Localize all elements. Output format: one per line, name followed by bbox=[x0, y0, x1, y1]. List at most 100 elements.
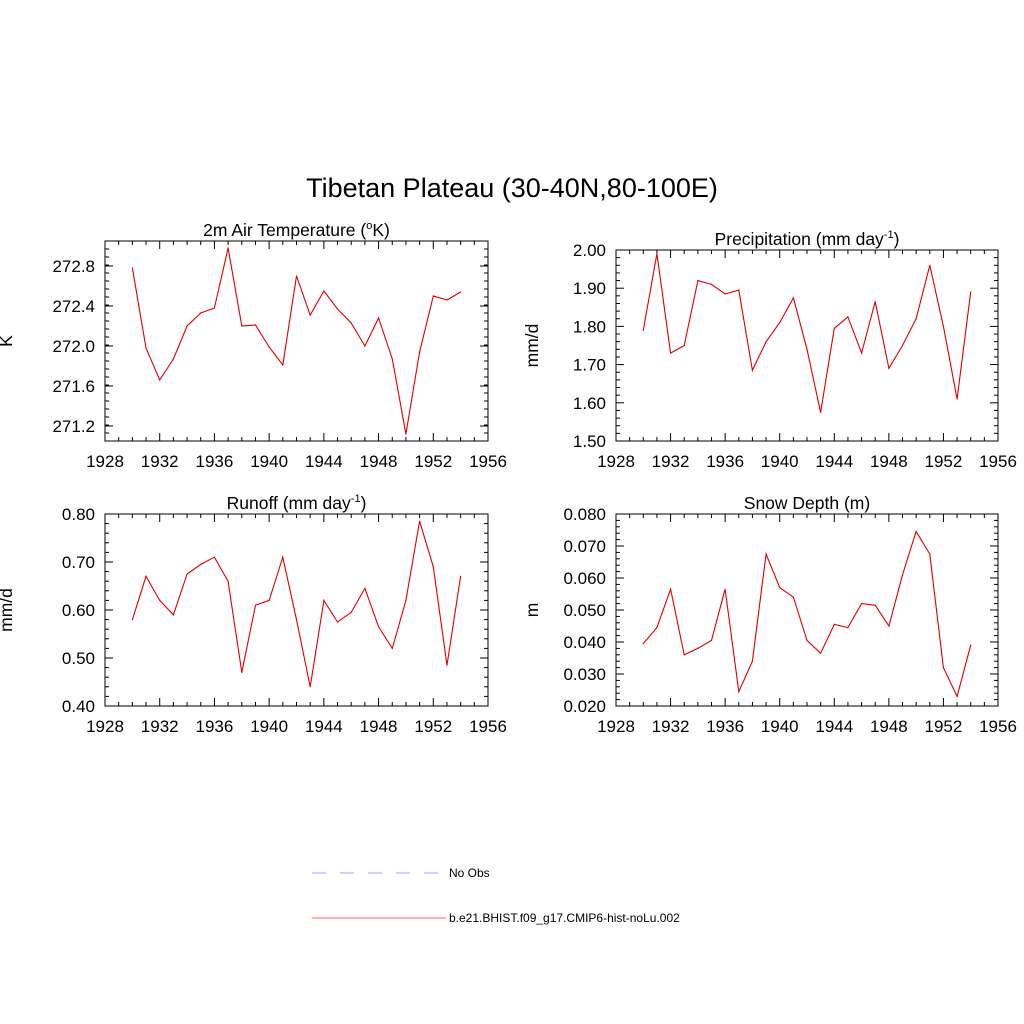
data-point bbox=[432, 295, 434, 297]
data-point bbox=[131, 267, 133, 269]
x-tick-label: 1928 bbox=[597, 717, 635, 736]
y-tick-label: 272.0 bbox=[52, 337, 95, 356]
y-tick-label: 272.4 bbox=[52, 297, 95, 316]
x-tick-label: 1928 bbox=[86, 452, 124, 471]
data-point bbox=[656, 627, 658, 629]
panel-title-text: Precipitation (mm day bbox=[715, 229, 884, 249]
data-point bbox=[432, 566, 434, 568]
data-point bbox=[336, 621, 339, 623]
x-tick-label: 1932 bbox=[141, 452, 179, 471]
data-point bbox=[683, 344, 685, 347]
data-point bbox=[323, 599, 325, 602]
data-point bbox=[364, 345, 366, 347]
plot-frame bbox=[615, 513, 999, 707]
data-point bbox=[419, 351, 421, 353]
data-point bbox=[460, 575, 462, 578]
data-point bbox=[929, 553, 931, 555]
x-tick-label: 1948 bbox=[870, 717, 908, 736]
data-point bbox=[792, 297, 795, 299]
data-point bbox=[309, 314, 311, 316]
data-point bbox=[683, 654, 685, 656]
panels: 2m Air Temperature (oK) K 1928 1932 1936 1940… bbox=[0, 220, 1017, 736]
figure-title: Tibetan Plateau (30-40N,80-100E) bbox=[306, 173, 718, 203]
panel-title-text: Runoff (mm day bbox=[227, 493, 351, 513]
data-point bbox=[446, 664, 448, 666]
data-point bbox=[186, 325, 188, 327]
data-point bbox=[656, 253, 658, 255]
data-point bbox=[295, 619, 298, 621]
data-point bbox=[765, 341, 767, 343]
data-point bbox=[929, 264, 931, 266]
data-point bbox=[751, 369, 754, 371]
data-point bbox=[738, 289, 740, 291]
x-tick-label: 1952 bbox=[925, 717, 963, 736]
data-point bbox=[295, 275, 298, 277]
x-tick-label: 1948 bbox=[360, 452, 398, 471]
data-point bbox=[323, 290, 325, 292]
data-point bbox=[254, 324, 257, 326]
y-tick-label: 0.020 bbox=[563, 697, 606, 716]
x-tick-label: 1944 bbox=[815, 452, 853, 471]
data-point bbox=[446, 299, 448, 301]
data-point bbox=[970, 644, 972, 646]
series-line bbox=[642, 530, 972, 698]
y-tick-label: 1.90 bbox=[573, 279, 606, 298]
data-point bbox=[336, 308, 339, 310]
x-tick-label: 1944 bbox=[815, 717, 853, 736]
y-tick-label: 1.50 bbox=[573, 432, 606, 451]
plot-frame bbox=[615, 249, 999, 442]
panel-precipitation: Precipitation (mm day-1) mm/d 1928 1932 1936… bbox=[522, 229, 1017, 471]
data-point bbox=[391, 647, 393, 650]
data-point bbox=[942, 667, 945, 669]
data-point bbox=[200, 312, 202, 314]
x-tick-label: 1948 bbox=[360, 717, 398, 736]
panel-title-superscript: -1 bbox=[884, 229, 894, 241]
data-point bbox=[792, 596, 795, 598]
data-point bbox=[642, 329, 644, 331]
data-point bbox=[254, 604, 257, 606]
x-tick-label: 1932 bbox=[652, 717, 690, 736]
data-point bbox=[970, 291, 972, 293]
y-tick-label: 1.60 bbox=[573, 394, 606, 413]
y-tick-label: 2.00 bbox=[573, 241, 606, 260]
x-tick-label: 1956 bbox=[979, 717, 1017, 736]
data-point bbox=[282, 364, 284, 366]
series-line bbox=[642, 253, 972, 413]
data-point bbox=[779, 322, 781, 324]
x-tick-label: 1952 bbox=[925, 452, 963, 471]
y-tick-label: 0.040 bbox=[563, 633, 606, 652]
x-tick-label: 1952 bbox=[414, 452, 452, 471]
panel-title: 2m Air Temperature (oK) bbox=[203, 220, 390, 240]
plot-frame bbox=[104, 513, 489, 707]
x-tick-label: 1944 bbox=[305, 452, 343, 471]
y-tick-label: 0.80 bbox=[62, 505, 95, 524]
data-point bbox=[670, 588, 672, 590]
data-point bbox=[186, 573, 188, 575]
data-point bbox=[833, 327, 835, 329]
data-point bbox=[847, 627, 849, 629]
data-point bbox=[227, 580, 229, 582]
x-tick-label: 1928 bbox=[86, 717, 124, 736]
data-point bbox=[145, 575, 147, 578]
x-tick-label: 1940 bbox=[250, 452, 288, 471]
data-point bbox=[159, 379, 161, 381]
data-point bbox=[915, 318, 917, 320]
data-point bbox=[710, 639, 713, 642]
data-point bbox=[820, 411, 822, 413]
y-axis-label: mm/d bbox=[0, 588, 16, 632]
data-point bbox=[697, 280, 699, 282]
x-tick-label: 1956 bbox=[979, 452, 1017, 471]
data-point bbox=[724, 293, 726, 295]
y-tick-label: 1.80 bbox=[573, 317, 606, 336]
panel-title-text: Snow Depth (m) bbox=[744, 493, 870, 513]
data-point bbox=[460, 291, 462, 293]
data-point bbox=[697, 647, 699, 650]
data-point bbox=[350, 611, 352, 614]
data-point bbox=[710, 283, 713, 285]
data-point bbox=[765, 553, 767, 555]
data-point bbox=[901, 344, 904, 347]
panel-runoff: Runoff (mm day-1) mm/d 1928 1932 1936 1940 194… bbox=[0, 493, 507, 736]
data-point bbox=[724, 588, 726, 590]
y-tick-label: 271.6 bbox=[52, 377, 95, 396]
